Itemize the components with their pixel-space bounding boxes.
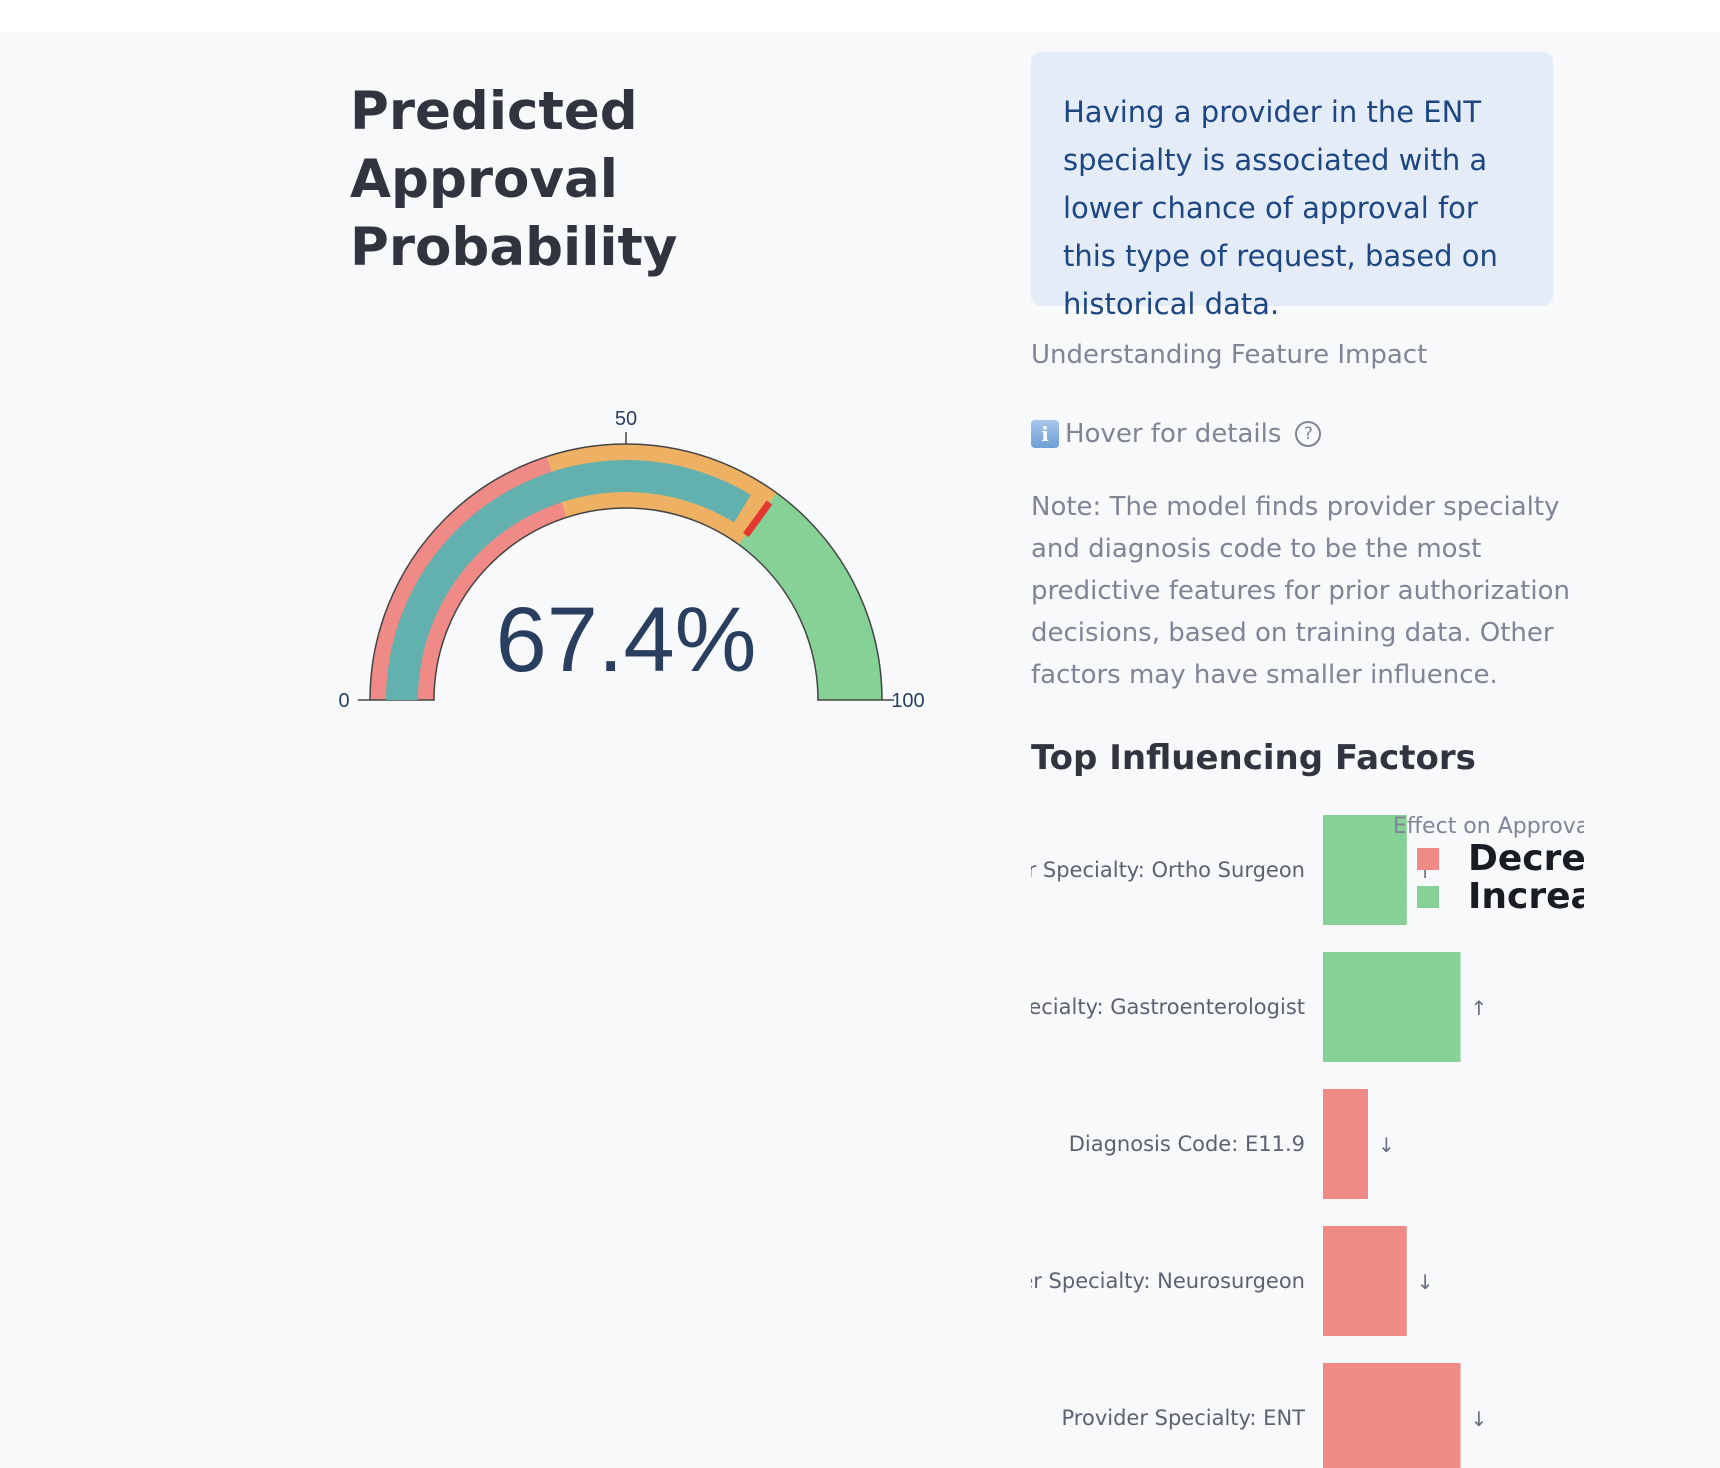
gauge-tick-mid-label: 50 [615,408,637,430]
gauge-outline [369,443,883,701]
factor-arrow-1: ↑ [1471,996,1488,1020]
legend-swatch-0 [1417,848,1439,870]
factor-label-4: Provider Specialty: ENT [1062,1406,1306,1430]
factor-bar-2 [1323,1089,1368,1199]
gauge-threshold-marker [743,500,773,538]
approval-gauge: 0 50 100 67.4% [330,390,930,730]
top-header-bar [0,0,1720,32]
factor-arrow-3: ↓ [1417,1270,1434,1294]
factor-label-0: Provider Specialty: Ortho Surgeon [1031,858,1305,882]
factor-label-2: Diagnosis Code: E11.9 [1069,1132,1305,1156]
legend-label-0: Decreases [1468,838,1584,879]
model-note: Note: The model finds provider specialty… [1031,492,1570,690]
gauge-value: 67.4% [495,589,757,691]
insight-text: Having a provider in the ENT specialty i… [1063,95,1498,321]
legend-label-1: Increases [1468,876,1584,917]
insight-box: Having a provider in the ENT specialty i… [1031,52,1553,321]
legend-title: Effect on Approval [1393,814,1584,839]
hover-details-row[interactable]: i Hover for details ? [1031,414,1322,454]
factors-bar-svg: Provider Specialty: Ortho Surgeon ↑ Provid… [1031,814,1584,1468]
factor-label-1: Provider Specialty: Gastroenterologist [1031,995,1305,1019]
factor-bar-3 [1323,1226,1407,1336]
gauge-step-2 [738,492,882,700]
gauge-tick-min-label: 0 [338,690,349,712]
hover-details-label: Hover for details [1065,419,1282,449]
factor-bar-4 [1323,1363,1461,1468]
legend-swatch-1 [1417,886,1439,908]
factor-bar-0 [1323,815,1407,925]
gauge-svg: 0 50 100 [338,408,924,712]
page-title: Predicted Approval Probability [350,81,678,278]
feature-impact-heading: Understanding Feature Impact [1031,340,1428,370]
gauge-value-bar [386,459,751,700]
factors-heading: Top Influencing Factors [1031,738,1476,778]
factor-arrow-4: ↓ [1471,1407,1488,1431]
help-circle-icon[interactable]: ? [1295,421,1322,447]
info-icon: i [1031,420,1059,448]
factor-arrow-2: ↓ [1378,1133,1395,1157]
gauge-tick-max-label: 100 [891,690,924,712]
factor-label-3: Provider Specialty: Neurosurgeon [1031,1269,1305,1293]
factors-bar-chart: Provider Specialty: Ortho Surgeon ↑ Provid… [1031,800,1584,1468]
factor-bar-1 [1323,952,1461,1062]
